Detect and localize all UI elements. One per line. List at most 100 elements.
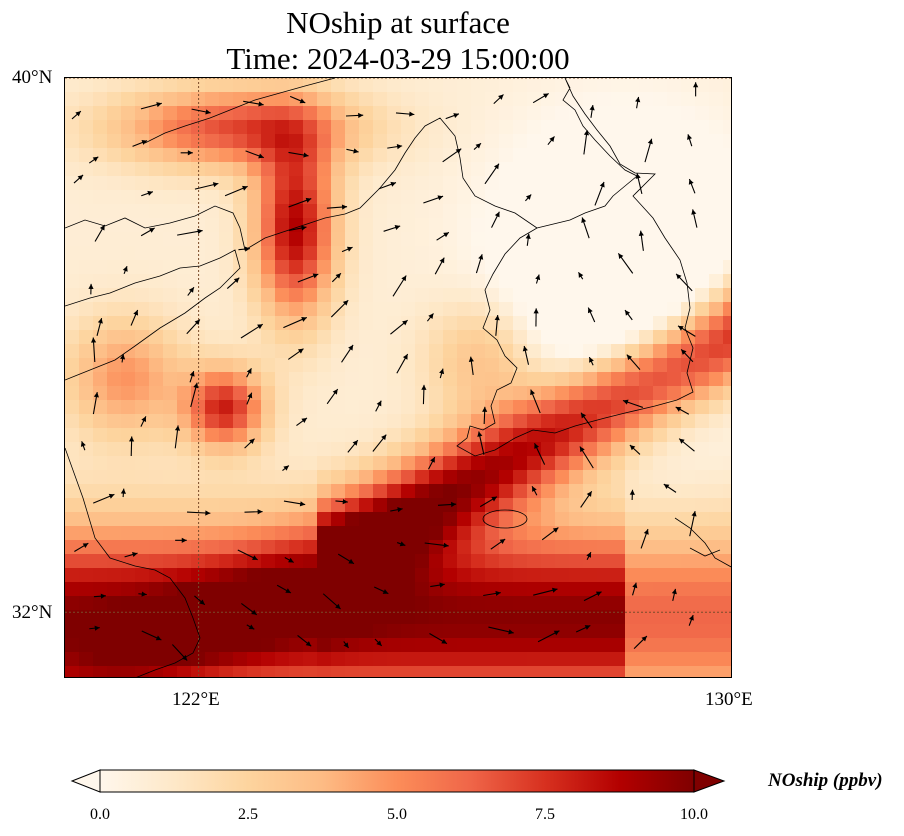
field-cell [415,316,430,331]
field-cell [513,414,528,429]
field-cell [611,316,626,331]
field-cell [289,568,304,583]
field-cell [695,554,710,569]
field-cell [93,134,108,149]
field-cell [163,624,178,639]
field-cell [555,78,570,93]
field-cell [219,610,234,625]
field-cell [107,456,122,471]
field-cell [527,456,542,471]
field-cell [317,204,332,219]
field-cell [345,288,360,303]
field-cell [373,372,388,387]
wind-arrow [395,111,415,117]
field-cell [681,148,696,163]
field-cell [373,232,388,247]
map-subtitle-time: Time: 2024-03-29 15:00:00 [226,41,570,76]
field-cell [429,134,444,149]
field-cell [583,246,598,261]
field-cell [233,344,248,359]
field-cell [457,372,472,387]
field-cell [415,498,430,513]
wind-arrow [430,582,445,588]
field-cell [513,106,528,121]
field-cell [639,568,654,583]
field-cell [331,610,346,625]
field-cell [555,274,570,289]
field-cell [205,316,220,331]
field-cell [149,666,164,677]
field-cell [485,78,500,93]
field-cell [163,554,178,569]
field-cell [163,610,178,625]
field-cell [457,470,472,485]
field-cell [359,526,374,541]
field-cell [205,106,220,121]
field-cell [597,498,612,513]
field-cell [163,218,178,233]
field-cell [331,428,346,443]
field-cell [359,288,374,303]
field-cell [163,638,178,653]
field-cell [541,190,556,205]
field-cell [163,484,178,499]
field-cell [471,568,486,583]
field-cell [149,386,164,401]
field-cell [303,302,318,317]
wind-arrow [284,557,294,563]
field-cell [485,428,500,443]
wind-arrow [90,337,97,363]
field-cell [317,232,332,247]
wind-arrow [689,510,697,537]
field-cell [513,162,528,177]
field-cell [373,596,388,611]
field-cell [723,386,731,401]
field-cell [667,400,682,415]
field-cell [149,134,164,149]
wind-arrow [246,392,253,405]
field-cell [541,260,556,275]
field-cell [345,134,360,149]
field-cell [345,666,360,677]
field-cell [681,204,696,219]
field-cell [695,540,710,555]
field-cell [359,134,374,149]
field-cell [527,120,542,135]
field-cell [429,78,444,93]
field-cell [261,428,276,443]
field-cell [317,162,332,177]
field-cell [499,372,514,387]
field-cell [275,666,290,677]
field-cell [485,274,500,289]
field-cell [639,554,654,569]
field-cell [583,344,598,359]
field-cell [555,316,570,331]
field-cell [149,204,164,219]
field-cell [471,106,486,121]
field-cell [597,554,612,569]
field-cell [135,204,150,219]
field-cell [639,246,654,261]
field-cell [695,204,710,219]
field-cell [667,218,682,233]
field-cell [401,190,416,205]
field-cell [639,414,654,429]
field-cell [275,78,290,93]
field-cell [289,456,304,471]
field-cell [149,456,164,471]
field-cell [107,232,122,247]
field-cell [415,414,430,429]
field-cell [373,498,388,513]
field-cell [457,414,472,429]
field-cell [65,652,80,667]
field-cell [345,232,360,247]
field-cell [303,554,318,569]
field-cell [233,456,248,471]
field-cell [653,624,668,639]
field-cell [513,568,528,583]
field-cell [65,456,80,471]
field-cell [345,78,360,93]
field-cell [429,386,444,401]
field-cell [247,596,262,611]
field-cell [723,260,731,275]
